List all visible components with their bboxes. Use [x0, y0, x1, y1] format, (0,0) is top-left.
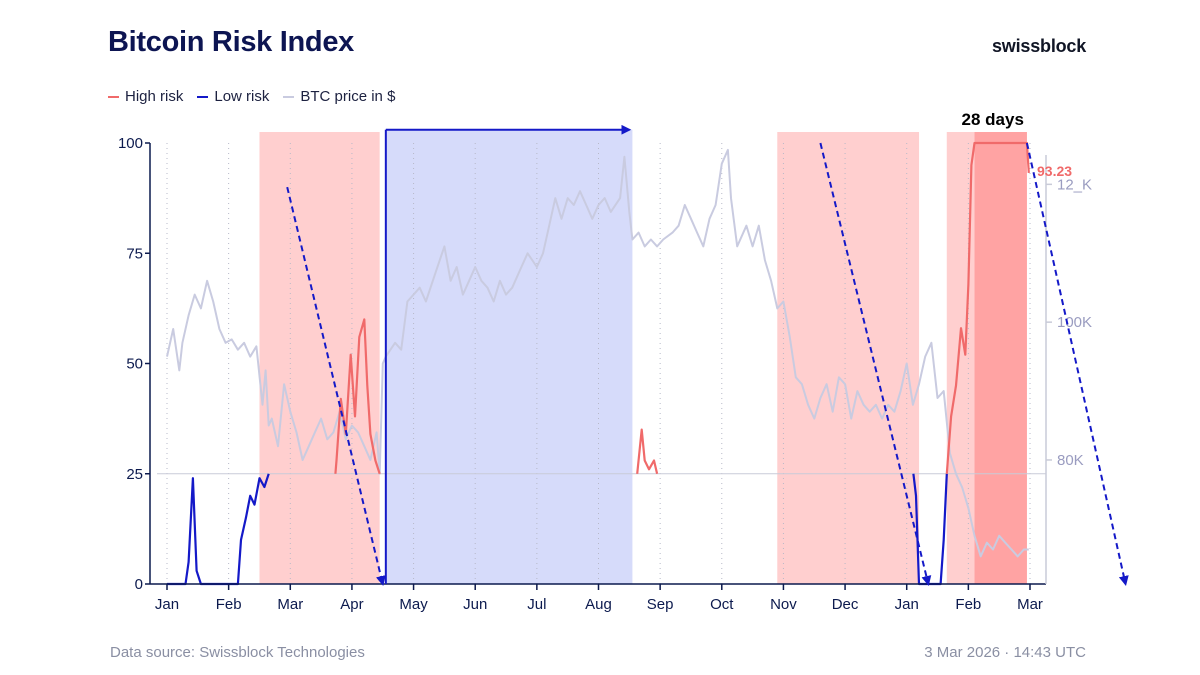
x-tick-label-1: Feb — [216, 596, 242, 613]
trend-arrow-0 — [286, 186, 386, 586]
high-risk-segment-0 — [334, 318, 381, 475]
x-tick-label-8: Sep — [647, 596, 674, 613]
legend-item-btc-price: BTC price in $ — [283, 88, 395, 105]
risk-index-chart: 0 25 50 75 100 80K 100K 12_K Jan Feb Mar Apr May Jun J… — [118, 110, 1129, 613]
brand-logo: swissblock — [992, 36, 1087, 56]
x-tick-label-11: Dec — [832, 596, 859, 613]
legend-item-high-risk: High risk — [108, 88, 183, 105]
y-tick-label-75: 75 — [126, 245, 143, 262]
legend-label-btc-price: BTC price in $ — [300, 88, 396, 105]
legend-swatch-high-risk — [108, 95, 119, 98]
current-high-risk-zone — [974, 132, 1027, 584]
high-risk-zone-0 — [259, 132, 380, 584]
y-tick-label-0: 0 — [135, 576, 143, 593]
x-tick-label-13: Feb — [955, 596, 981, 613]
x-tick-label-3: Apr — [340, 596, 363, 613]
high-risk-zone-1 — [777, 132, 920, 584]
trend-arrow-2 — [1025, 142, 1129, 586]
x-tick-label-12: Jan — [895, 596, 919, 613]
legend: High risk Low risk BTC price in $ — [108, 88, 395, 105]
x-tick-label-2: Mar — [277, 596, 303, 613]
chart-title: Bitcoin Risk Index — [108, 26, 354, 58]
low-risk-segment-0 — [167, 473, 270, 586]
y-tick-label-50: 50 — [126, 356, 143, 373]
x-tick-label-14: Mar — [1017, 596, 1043, 613]
trend-arrow-1 — [819, 142, 932, 586]
low-risk-zone — [385, 129, 633, 584]
legend-item-low-risk: Low risk — [197, 88, 269, 105]
current-value-label: 93.23 — [1037, 163, 1072, 179]
data-source: Data source: Swissblock Technologies — [110, 644, 365, 661]
x-tick-label-7: Aug — [585, 596, 612, 613]
x-tick-label-6: Jul — [527, 596, 546, 613]
legend-label-low-risk: Low risk — [214, 88, 270, 105]
x-tick-label-9: Oct — [710, 596, 734, 613]
y-tick-label-25: 25 — [126, 466, 143, 483]
timestamp: 3 Mar 2026 · 14:43 UTC — [924, 644, 1086, 661]
right-tick-label-1: 100K — [1057, 314, 1092, 331]
legend-swatch-low-risk — [197, 95, 209, 98]
btc-price-line — [166, 148, 1029, 558]
x-tick-label-10: Nov — [770, 596, 797, 613]
days-annotation: 28 days — [962, 110, 1024, 129]
legend-label-high-risk: High risk — [125, 88, 184, 105]
x-tick-label-4: May — [399, 596, 428, 613]
legend-swatch-btc-price — [283, 95, 295, 98]
x-tick-label-0: Jan — [155, 596, 179, 613]
right-tick-label-0: 80K — [1057, 452, 1084, 469]
right-tick-label-2: 12_K — [1057, 176, 1092, 193]
x-tick-label-5: Jun — [463, 596, 487, 613]
high-risk-segment-2 — [945, 141, 1030, 474]
high-risk-segment-1 — [636, 428, 659, 475]
y-tick-label-100: 100 — [118, 135, 143, 152]
